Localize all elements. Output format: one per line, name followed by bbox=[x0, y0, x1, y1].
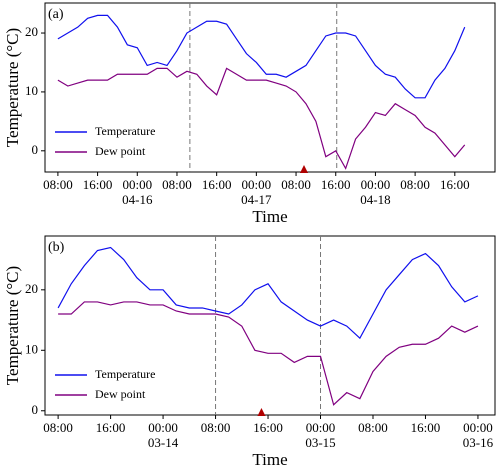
panel-label: (a) bbox=[48, 7, 64, 22]
series-line bbox=[58, 301, 479, 406]
x-tick-label: 16:00 bbox=[96, 420, 126, 435]
x-tick-label: 08:00 bbox=[281, 177, 311, 192]
y-axis-title: Temperature (°C) bbox=[3, 28, 22, 147]
x-date-label: 03-15 bbox=[305, 435, 335, 450]
event-marker bbox=[299, 165, 308, 173]
x-tick-label: 16:00 bbox=[202, 177, 232, 192]
x-tick-label: 00:00 bbox=[148, 420, 178, 435]
x-tick-label: 16:00 bbox=[440, 177, 470, 192]
plot-frame bbox=[44, 2, 496, 173]
y-tick-label: 10 bbox=[25, 341, 38, 356]
x-axis-title: Time bbox=[252, 450, 287, 469]
plot-frame bbox=[44, 235, 496, 416]
x-tick-label: 00:00 bbox=[122, 177, 152, 192]
panel-label: (b) bbox=[48, 240, 65, 255]
x-tick-label: 08:00 bbox=[358, 420, 388, 435]
x-tick-label: 08:00 bbox=[400, 177, 430, 192]
x-date-label: 04-17 bbox=[241, 192, 272, 207]
x-date-label: 03-16 bbox=[463, 435, 494, 450]
x-tick-label: 00:00 bbox=[242, 177, 272, 192]
x-date-label: 04-18 bbox=[360, 192, 390, 207]
x-tick-label: 16:00 bbox=[253, 420, 283, 435]
x-tick-label: 08:00 bbox=[43, 177, 73, 192]
legend-label: Dew point bbox=[95, 144, 146, 158]
series-line bbox=[57, 246, 479, 340]
y-tick-label: 0 bbox=[32, 402, 39, 417]
x-axis-title: Time bbox=[252, 207, 287, 226]
legend-label: Temperature bbox=[95, 367, 155, 381]
x-tick-label: 00:00 bbox=[361, 177, 391, 192]
legend-label: Dew point bbox=[95, 387, 146, 401]
y-tick-label: 20 bbox=[25, 24, 38, 39]
x-date-label: 03-14 bbox=[148, 435, 179, 450]
legend-label: Temperature bbox=[95, 124, 155, 138]
event-marker bbox=[257, 408, 266, 416]
series-line bbox=[57, 14, 466, 99]
x-tick-label: 00:00 bbox=[463, 420, 493, 435]
x-tick-label: 08:00 bbox=[201, 420, 231, 435]
x-tick-label: 00:00 bbox=[306, 420, 336, 435]
y-axis-title: Temperature (°C) bbox=[3, 266, 22, 385]
y-tick-label: 20 bbox=[25, 281, 38, 296]
x-tick-label: 08:00 bbox=[43, 420, 73, 435]
x-date-label: 04-16 bbox=[122, 192, 153, 207]
series-line bbox=[57, 67, 466, 170]
x-tick-label: 16:00 bbox=[411, 420, 441, 435]
x-tick-label: 08:00 bbox=[162, 177, 192, 192]
x-tick-label: 16:00 bbox=[83, 177, 113, 192]
y-tick-label: 10 bbox=[25, 83, 38, 98]
x-tick-label: 16:00 bbox=[321, 177, 351, 192]
y-tick-label: 0 bbox=[32, 142, 39, 157]
